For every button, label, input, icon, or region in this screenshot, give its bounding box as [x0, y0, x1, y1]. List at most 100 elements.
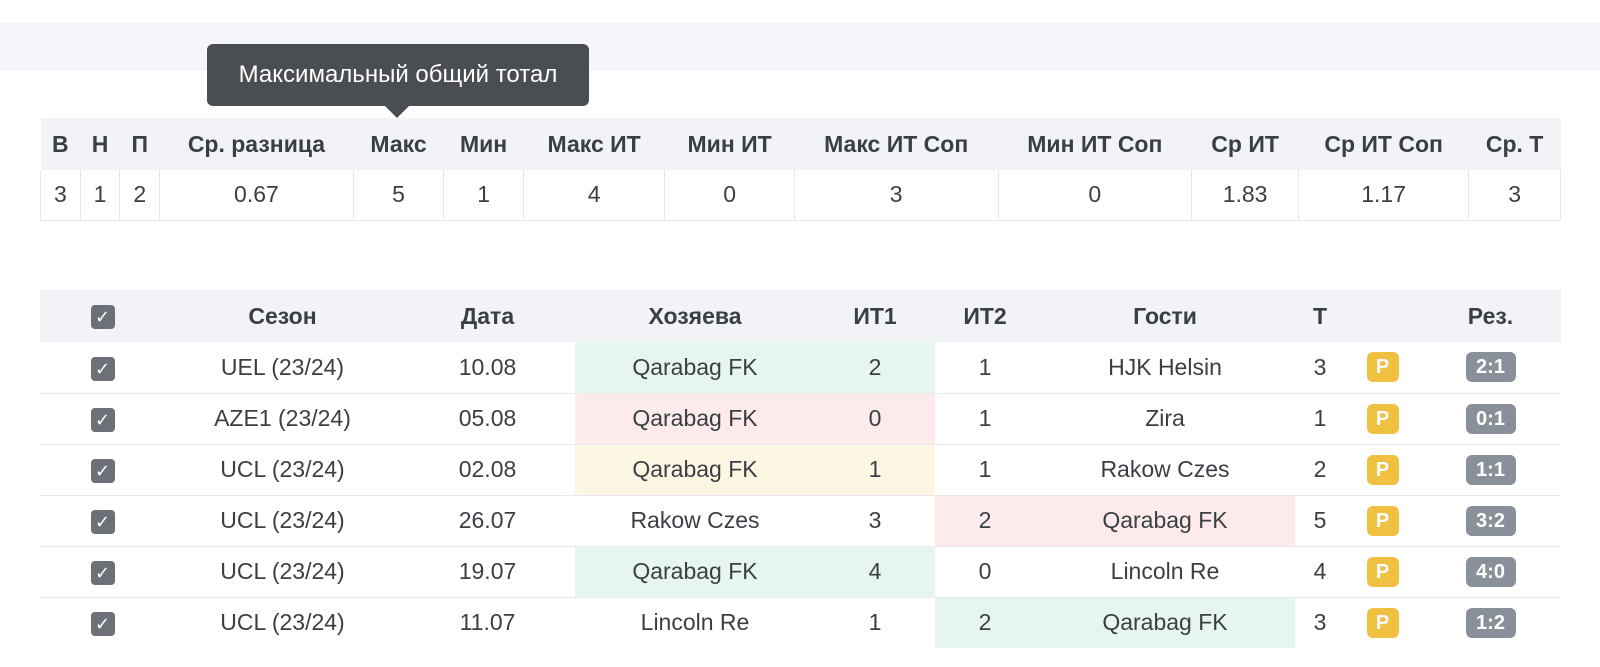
- result-badge[interactable]: 3:2: [1465, 505, 1516, 536]
- total-cell: 5: [1295, 495, 1345, 547]
- row-checkbox[interactable]: ✓: [90, 612, 115, 637]
- stats-value-11: 1.17: [1298, 170, 1470, 221]
- badge-cell: P: [1345, 495, 1420, 547]
- result-cell: 1:2: [1420, 597, 1561, 648]
- season-cell: UCL (23/24): [165, 495, 400, 547]
- it2-cell: 1: [935, 393, 1035, 445]
- date-cell: 26.07: [400, 495, 575, 547]
- home-team-cell[interactable]: Qarabag FK: [575, 393, 815, 445]
- home-team-cell[interactable]: Rakow Czes: [575, 495, 815, 547]
- col-season[interactable]: Сезон: [165, 290, 400, 342]
- row-checkbox[interactable]: ✓: [90, 509, 115, 534]
- stats-header-7[interactable]: Мин ИТ: [664, 118, 795, 170]
- away-team-cell[interactable]: Lincoln Re: [1035, 546, 1295, 598]
- col-it2[interactable]: ИТ2: [935, 290, 1035, 342]
- it1-cell: 3: [815, 495, 935, 547]
- stats-value-0: 3: [40, 170, 81, 221]
- stats-header-8[interactable]: Макс ИТ Соп: [794, 118, 999, 170]
- match-row[interactable]: ✓ UCL (23/24) 26.07 Rakow Czes 3 2 Qarabag FK 5…: [40, 495, 1561, 547]
- col-away[interactable]: Гости: [1035, 290, 1295, 342]
- stats-value-3: 0.67: [159, 170, 354, 221]
- result-badge[interactable]: 2:1: [1465, 352, 1516, 383]
- home-team-cell[interactable]: Lincoln Re: [640, 609, 750, 636]
- row-checkbox[interactable]: ✓: [90, 407, 115, 432]
- result-cell: 2:1: [1420, 342, 1561, 394]
- stats-value-1: 1: [79, 170, 121, 221]
- result-badge[interactable]: 0:1: [1465, 403, 1516, 434]
- badge-cell: P: [1345, 393, 1420, 445]
- date-cell: 10.08: [400, 342, 575, 394]
- stats-value-12: 3: [1468, 170, 1561, 221]
- stats-value-5: 1: [443, 170, 524, 221]
- row-checkbox[interactable]: ✓: [90, 458, 115, 483]
- row-checkbox-cell[interactable]: ✓: [40, 495, 165, 547]
- away-team-cell[interactable]: HJK Helsin: [1035, 342, 1295, 394]
- stats-header-2[interactable]: П: [119, 118, 160, 170]
- p-badge[interactable]: P: [1366, 454, 1399, 485]
- matches-table: ✓ Сезон Дата Хозяева ИТ1 ИТ2 Гости Т Рез…: [40, 290, 1561, 648]
- p-badge[interactable]: P: [1366, 556, 1399, 587]
- home-team-cell[interactable]: Qarabag FK: [575, 546, 815, 598]
- it2-cell: 2: [935, 597, 1035, 648]
- stats-header-6[interactable]: Макс ИТ: [523, 118, 665, 170]
- stats-header-12[interactable]: Ср. Т: [1468, 118, 1561, 170]
- home-team-cell[interactable]: Qarabag FK: [575, 342, 815, 394]
- it2-cell: 2: [935, 495, 1035, 547]
- col-total[interactable]: Т: [1295, 290, 1345, 342]
- match-row[interactable]: ✓ UCL (23/24) 19.07 Qarabag FK 4 0 Lincoln Re 4…: [40, 546, 1561, 598]
- it1-cell: 1: [815, 444, 935, 496]
- stats-header-0[interactable]: В: [40, 118, 81, 170]
- match-row[interactable]: ✓ UCL (23/24) 02.08 Qarabag FK 1 1 Rakow Czes 2…: [40, 444, 1561, 496]
- row-checkbox[interactable]: ✓: [90, 356, 115, 381]
- row-checkbox-cell[interactable]: ✓: [40, 546, 165, 598]
- result-badge[interactable]: 4:0: [1465, 556, 1516, 587]
- stats-header-9[interactable]: Мин ИТ Соп: [998, 118, 1192, 170]
- badge-cell: P: [1345, 546, 1420, 598]
- row-checkbox-cell[interactable]: ✓: [40, 342, 165, 394]
- total-cell: 3: [1313, 609, 1327, 636]
- col-date[interactable]: Дата: [400, 290, 575, 342]
- it1-cell: 4: [815, 546, 935, 598]
- stats-header-5[interactable]: Мин: [443, 118, 524, 170]
- stats-header-3[interactable]: Ср. разница: [159, 118, 354, 170]
- p-badge[interactable]: P: [1366, 403, 1399, 434]
- badge-cell: P: [1345, 597, 1420, 648]
- row-checkbox-cell[interactable]: ✓: [40, 393, 165, 445]
- row-checkbox-cell[interactable]: ✓: [40, 597, 165, 648]
- result-cell: 0:1: [1420, 393, 1561, 445]
- select-all-cell[interactable]: ✓: [40, 290, 165, 342]
- row-checkbox[interactable]: ✓: [90, 560, 115, 585]
- col-result[interactable]: Рез.: [1420, 290, 1561, 342]
- select-all-checkbox[interactable]: ✓: [90, 305, 115, 330]
- away-team-cell[interactable]: Rakow Czes: [1035, 444, 1295, 496]
- away-team-cell[interactable]: Qarabag FK: [1035, 597, 1295, 648]
- match-row[interactable]: ✓ AZE1 (23/24) 05.08 Qarabag FK 0 1 Zira 1 P 0:1: [40, 393, 1561, 445]
- season-cell: UCL (23/24): [165, 546, 400, 598]
- match-row[interactable]: ✓ UCL (23/24) 11.07 Lincoln Re 1 2 Qarabag FK 3…: [40, 597, 1561, 648]
- date-cell: 02.08: [400, 444, 575, 496]
- col-it1[interactable]: ИТ1: [815, 290, 935, 342]
- away-team-cell[interactable]: Zira: [1035, 393, 1295, 445]
- total-cell: 4: [1295, 546, 1345, 598]
- stats-header-11[interactable]: Ср ИТ Соп: [1298, 118, 1469, 170]
- result-cell: 1:1: [1420, 444, 1561, 496]
- date-cell: 05.08: [400, 393, 575, 445]
- result-badge[interactable]: 1:1: [1465, 454, 1516, 485]
- away-team-cell[interactable]: Qarabag FK: [1035, 495, 1295, 547]
- stats-header-1[interactable]: Н: [80, 118, 120, 170]
- match-row[interactable]: ✓ UEL (23/24) 10.08 Qarabag FK 2 1 HJK Helsin 3…: [40, 342, 1561, 394]
- season-cell: UCL (23/24): [220, 609, 345, 636]
- p-badge[interactable]: P: [1366, 607, 1399, 638]
- it2-cell: 0: [935, 546, 1035, 598]
- stats-header-4[interactable]: Макс: [353, 118, 444, 170]
- p-badge[interactable]: P: [1366, 505, 1399, 536]
- it1-cell: 1: [868, 609, 882, 636]
- stats-header-row: В Н П Ср. разница Макс Мин Макс ИТ Мин ИТ Макс И…: [40, 118, 1561, 170]
- stats-value-7: 0: [664, 170, 795, 221]
- home-team-cell[interactable]: Qarabag FK: [575, 444, 815, 496]
- p-badge[interactable]: P: [1366, 352, 1399, 383]
- col-home[interactable]: Хозяева: [575, 290, 815, 342]
- row-checkbox-cell[interactable]: ✓: [40, 444, 165, 496]
- stats-header-10[interactable]: Ср ИТ: [1191, 118, 1299, 170]
- result-badge[interactable]: 1:2: [1465, 607, 1516, 638]
